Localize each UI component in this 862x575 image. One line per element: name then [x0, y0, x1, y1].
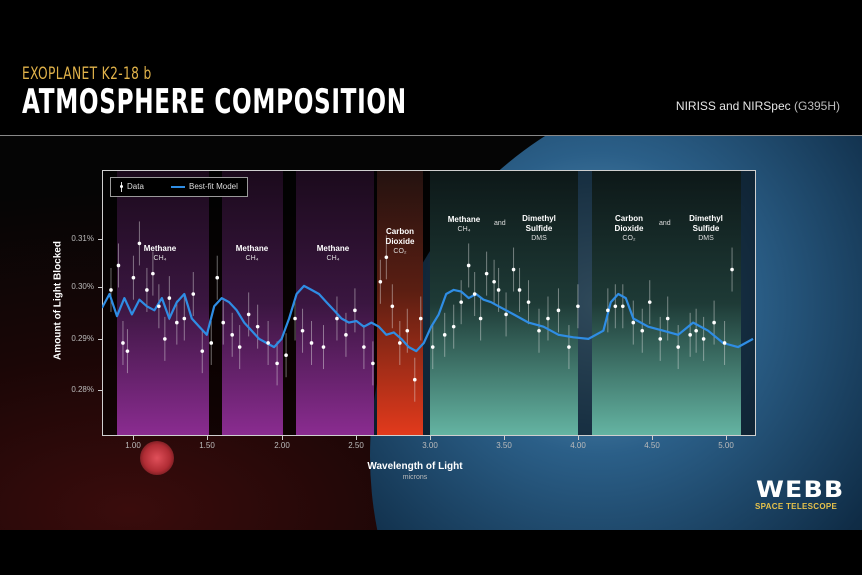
header-divider	[0, 135, 862, 136]
y-tick-mark	[98, 339, 102, 340]
plot-area	[102, 170, 756, 436]
instrument-mode: (G395H)	[793, 99, 840, 113]
region-co2-dms	[592, 171, 741, 435]
label-methane-4: Methane CH₄	[447, 215, 481, 233]
instrument-label: NIRISS and NIRSpec (G395H)	[676, 99, 840, 113]
label-dms-2: Dimethyl Sulfide DMS	[689, 214, 723, 242]
bottom-letterbox	[0, 530, 862, 575]
instrument-name: NIRISS and NIRSpec	[675, 99, 791, 113]
page-title: ATMOSPHERE COMPOSITION	[22, 82, 407, 122]
x-tick-label: 4.50	[644, 441, 660, 450]
region-ch4-dms	[430, 171, 578, 435]
chart-legend: Data Best-fit Model	[110, 177, 248, 197]
x-axis-label: Wavelength of Light	[367, 461, 463, 472]
x-tick-label: 1.00	[125, 441, 141, 450]
y-tick-label: 0.28%	[71, 385, 94, 394]
data-points	[109, 241, 734, 382]
y-tick-label: 0.31%	[71, 234, 94, 243]
label-dms-1: Dimethyl Sulfide DMS	[522, 214, 556, 242]
webb-logo-subtitle: SPACE TELESCOPE	[755, 502, 838, 511]
x-tick-mark	[504, 436, 505, 440]
spectrum-plot	[102, 221, 754, 402]
region-methane-3	[296, 171, 374, 435]
x-tick-label: 5.00	[718, 441, 734, 450]
x-tick-label: 2.50	[348, 441, 364, 450]
x-tick-label: 1.50	[199, 441, 215, 450]
label-methane-3: Methane CH₄	[316, 244, 350, 262]
x-tick-mark	[207, 436, 208, 440]
x-tick-label: 4.00	[570, 441, 586, 450]
best-fit-model-line	[102, 284, 754, 353]
x-tick-mark	[578, 436, 579, 440]
label-co2-2: Carbon Dioxide CO₂	[614, 214, 644, 242]
top-letterbox	[0, 0, 862, 60]
label-co2: Carbon Dioxide CO₂	[385, 227, 415, 255]
y-tick-mark	[98, 287, 102, 288]
label-methane-2: Methane CH₄	[235, 244, 269, 262]
x-tick-mark	[282, 436, 283, 440]
label-and-2: and	[659, 220, 671, 227]
y-tick-label: 0.30%	[71, 282, 94, 291]
y-axis-label: Amount of Light Blocked	[52, 241, 64, 360]
data-point-icon	[120, 182, 123, 192]
x-tick-label: 3.50	[496, 441, 512, 450]
x-tick-mark	[356, 436, 357, 440]
red-star-image	[140, 441, 174, 475]
label-methane-1: Methane CH₄	[143, 244, 177, 262]
header	[0, 60, 862, 136]
region-co2	[377, 171, 423, 435]
x-tick-mark	[133, 436, 134, 440]
webb-logo: WEBB	[756, 478, 845, 503]
x-tick-mark	[652, 436, 653, 440]
label-and-1: and	[494, 220, 506, 227]
subtitle: EXOPLANET K2-18 b	[22, 64, 152, 84]
y-tick-mark	[98, 390, 102, 391]
legend-data-label: Data	[127, 182, 144, 191]
x-tick-mark	[430, 436, 431, 440]
y-tick-mark	[98, 239, 102, 240]
region-methane-2	[222, 171, 283, 435]
model-line-icon	[171, 186, 185, 188]
x-tick-label: 2.00	[274, 441, 290, 450]
y-tick-label: 0.29%	[71, 334, 94, 343]
x-axis-unit: microns	[402, 474, 428, 481]
legend-model-label: Best-fit Model	[189, 182, 238, 191]
x-tick-label: 3.00	[422, 441, 438, 450]
data-error-bars	[110, 221, 733, 402]
x-tick-mark	[726, 436, 727, 440]
